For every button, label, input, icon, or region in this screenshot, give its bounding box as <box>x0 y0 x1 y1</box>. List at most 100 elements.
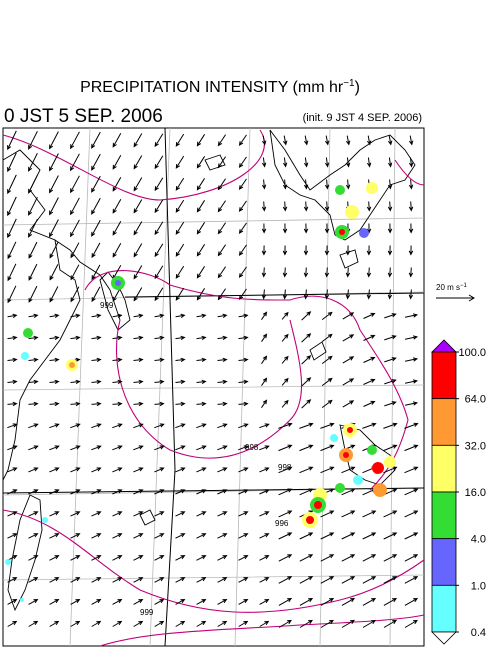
wind-arrow <box>259 599 270 605</box>
wind-arrow <box>362 576 377 584</box>
wind-arrow <box>196 288 206 301</box>
wind-arrow <box>363 334 376 341</box>
wind-arrow <box>28 467 39 473</box>
wind-arrow <box>133 599 144 605</box>
wind-arrow <box>278 619 292 628</box>
wind-arrow <box>366 267 372 278</box>
colorbar-swatch <box>431 538 457 586</box>
wind-arrow <box>383 532 398 540</box>
wind-arrow <box>261 157 267 168</box>
wind-arrow <box>49 313 60 319</box>
wind-arrow <box>262 135 267 146</box>
wind-arrow <box>112 445 123 451</box>
wind-arrow <box>28 152 38 172</box>
wind-arrow <box>91 577 102 583</box>
wind-arrow <box>49 599 60 605</box>
wind-arrow <box>404 488 419 496</box>
map-title: PRECIPITATION INTENSITY (mm hr−1) <box>80 78 360 96</box>
wind-arrow <box>320 619 334 628</box>
contour-label: 996 <box>275 519 289 528</box>
colorbar-label: 1.0 <box>471 580 486 592</box>
wind-arrow <box>154 379 165 385</box>
wind-arrow <box>238 599 249 605</box>
wind-arrow <box>301 377 312 387</box>
wind-arrow <box>196 178 206 191</box>
wind-arrow <box>238 555 249 561</box>
wind-arrow <box>112 423 123 429</box>
wind-arrow <box>133 177 143 192</box>
wind-arrow <box>91 219 101 237</box>
wind-arrow <box>70 242 80 259</box>
wind-arrow <box>7 379 18 385</box>
wind-arrow <box>196 156 206 169</box>
wind-arrow <box>363 400 376 407</box>
wind-arrow <box>259 489 270 495</box>
wind-arrow <box>175 489 186 495</box>
colorbar-label: 4.0 <box>471 534 486 546</box>
wind-arrow <box>175 177 185 191</box>
wind-arrow <box>217 266 227 279</box>
wind-arrow <box>363 378 376 385</box>
wind-arrow <box>175 467 186 473</box>
wind-arrow <box>175 555 186 561</box>
wind-arrow <box>28 174 38 194</box>
wind-arrow <box>409 135 414 146</box>
wind-arrow <box>7 335 18 341</box>
wind-arrow <box>28 218 38 238</box>
wind-arrow <box>217 401 228 407</box>
wind-arrow <box>175 445 186 451</box>
wind-arrow <box>7 174 17 195</box>
wind-arrow <box>217 134 227 147</box>
wind-arrow <box>238 445 249 451</box>
wind-arrow <box>49 131 59 150</box>
wind-arrow <box>217 445 228 451</box>
wind-arrow <box>366 201 372 212</box>
wind-arrow <box>405 401 419 406</box>
wind-arrow <box>7 130 17 151</box>
wind-arrow <box>154 620 165 627</box>
wind-arrow <box>7 263 17 282</box>
wind-arrow <box>324 223 330 234</box>
wind-arrow <box>112 379 123 385</box>
wind-arrow <box>70 445 81 451</box>
wind-arrow <box>70 379 81 385</box>
wind-arrow <box>112 176 122 192</box>
wind-arrow <box>133 423 144 429</box>
wind-arrow <box>196 379 207 385</box>
wind-arrow <box>70 511 81 517</box>
wind-arrow <box>261 399 268 408</box>
wind-arrow <box>261 333 268 342</box>
wind-arrow <box>278 532 293 540</box>
contour-labels: 999 998 998 996 999 <box>100 301 292 617</box>
wind-arrow <box>383 554 398 562</box>
wind-arrow <box>196 620 207 627</box>
wind-arrow <box>404 444 419 452</box>
wind-arrow <box>259 467 270 473</box>
wind-arrow <box>342 312 355 320</box>
wind-arrow <box>28 620 39 627</box>
wind-arrow <box>154 533 165 539</box>
wind-arrow <box>91 445 102 451</box>
wind-arrow <box>238 156 247 169</box>
wind-arrow <box>70 264 80 281</box>
wind-arrow <box>324 267 330 278</box>
wind-arrow <box>196 489 207 495</box>
wind-arrow <box>259 423 270 429</box>
wind-arrow <box>49 242 59 259</box>
wind-arrow <box>91 357 102 363</box>
wind-arrow <box>217 357 228 363</box>
wind-arrow <box>7 357 18 363</box>
wind-arrow <box>259 577 270 583</box>
wind-arrow <box>404 466 419 474</box>
wind-arrow <box>28 577 39 583</box>
wind-arrow <box>133 467 144 473</box>
wind-arrow <box>299 576 314 584</box>
wind-arrow <box>366 289 372 300</box>
wind-arrow <box>133 265 143 280</box>
wind-arrow <box>133 133 143 148</box>
wind-arrow <box>175 265 185 279</box>
wind-arrow <box>196 200 206 213</box>
wind-arrow <box>49 467 60 473</box>
wind-arrow <box>238 467 249 473</box>
wind-arrow <box>408 157 414 168</box>
